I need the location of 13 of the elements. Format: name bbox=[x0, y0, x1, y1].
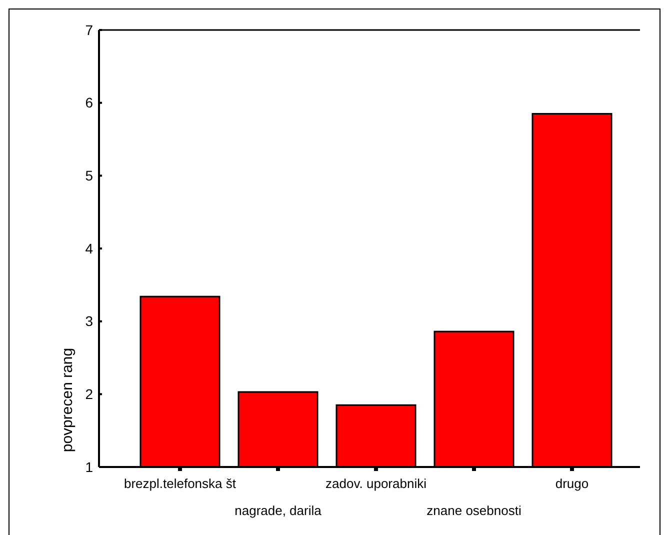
y-tick-label: 1 bbox=[85, 458, 94, 475]
y-tick-label: 7 bbox=[85, 22, 94, 38]
y-tick-label: 4 bbox=[85, 240, 94, 256]
y-tick-label: 3 bbox=[85, 313, 94, 330]
y-tick-label: 2 bbox=[85, 386, 94, 402]
y-tick-label: 5 bbox=[85, 168, 94, 184]
x-tick-label: brezpl.telefonska št bbox=[124, 476, 236, 491]
x-tick-label: drugo bbox=[555, 476, 589, 491]
x-tick-label: znane osebnosti bbox=[426, 503, 522, 518]
y-tick-label: 6 bbox=[85, 94, 94, 111]
y-axis-title: povprecen rang bbox=[59, 348, 76, 452]
x-tick-label: zadov. uporabniki bbox=[326, 476, 427, 491]
x-tick-label: nagrade, darila bbox=[234, 503, 322, 518]
